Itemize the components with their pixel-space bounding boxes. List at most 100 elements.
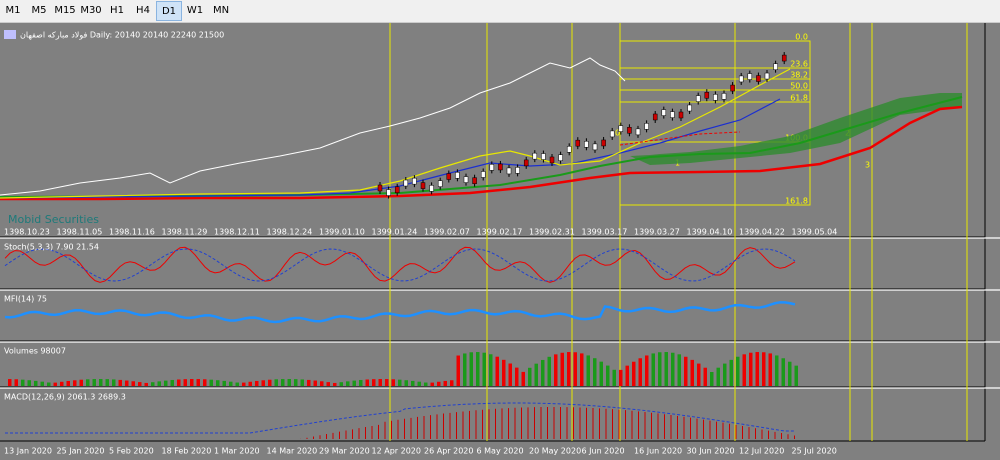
volume-bar xyxy=(372,379,376,386)
volume-bar xyxy=(729,359,733,386)
date-label: 6 Jun 2020 xyxy=(582,447,625,456)
volume-bar xyxy=(716,367,720,386)
volume-bar xyxy=(255,380,259,386)
candle-body xyxy=(532,152,538,160)
candle-body xyxy=(695,95,701,102)
candle-body xyxy=(463,176,469,183)
candle-body xyxy=(618,125,624,132)
volume-bar xyxy=(203,379,207,386)
volume-bar xyxy=(287,379,291,386)
candle-body xyxy=(437,180,443,187)
candle-body xyxy=(455,172,460,179)
volume-bar xyxy=(99,379,103,386)
volume-bar xyxy=(112,379,116,386)
candle-body xyxy=(566,146,572,153)
volume-bar xyxy=(482,352,486,386)
volume-bar xyxy=(235,382,239,386)
candle-body xyxy=(429,185,434,192)
volume-bar xyxy=(34,380,38,386)
volume-bar xyxy=(352,380,356,386)
wave-label: 0 xyxy=(615,129,620,138)
volume-bar xyxy=(781,358,785,386)
timeframe-button[interactable]: H1 xyxy=(110,5,124,16)
persian-date: 1398.12.11 xyxy=(214,228,260,237)
volume-bar xyxy=(138,382,142,386)
stoch-signal xyxy=(4,248,796,282)
candle-body xyxy=(704,91,710,99)
persian-date: 1399.02.31 xyxy=(529,228,575,237)
volume-bar xyxy=(73,380,77,386)
volume-bar xyxy=(411,380,415,386)
volume-bar xyxy=(469,352,473,386)
volume-bar xyxy=(385,379,389,386)
timeframe-button[interactable]: M30 xyxy=(80,5,102,16)
volume-bar xyxy=(625,365,629,386)
volume-bar xyxy=(144,382,148,386)
volume-bar xyxy=(573,352,577,386)
volume-bar xyxy=(60,381,64,386)
date-label: 29 Mar 2020 xyxy=(319,447,370,456)
candle-body xyxy=(627,127,632,134)
volume-bar xyxy=(697,363,701,386)
candle-body xyxy=(670,111,675,118)
volume-bar xyxy=(27,380,31,386)
timeframe-button[interactable]: M1 xyxy=(5,5,21,16)
fib-label: 0.0 xyxy=(795,33,808,42)
chart-header: فولاد مبارکه اصفهان Daily: 20140 20140 2… xyxy=(20,31,224,40)
blue-ma xyxy=(0,98,781,199)
volume-bar xyxy=(755,352,759,386)
volume-bar xyxy=(710,371,714,386)
candle-body xyxy=(592,143,598,151)
candle-body xyxy=(386,189,391,196)
volume-bar xyxy=(489,354,493,386)
ichimoku-cloud xyxy=(630,93,962,165)
date-label: 25 Jan 2020 xyxy=(57,447,105,456)
volume-bar xyxy=(749,352,753,386)
volume-bar xyxy=(606,365,610,386)
candle-body xyxy=(489,164,495,171)
timeframe-button[interactable]: MN xyxy=(212,5,230,16)
volume-bar xyxy=(53,382,57,386)
volume-bar xyxy=(391,379,395,386)
timeframe-toolbar: M1 M5 M15 M30 H1 H4 D1 W1 MN xyxy=(0,0,1000,23)
volume-bar xyxy=(703,367,707,386)
candle-body xyxy=(609,130,615,138)
volumes-label: Volumes 98007 xyxy=(4,347,66,356)
persian-date: 1398.11.05 xyxy=(57,228,103,237)
timeframe-button[interactable]: D1 xyxy=(156,1,182,21)
volume-bar xyxy=(21,379,25,386)
volume-bar xyxy=(593,358,597,386)
volume-bar xyxy=(443,380,447,386)
volume-bar xyxy=(261,380,265,386)
timeframe-button[interactable]: M15 xyxy=(54,5,76,16)
candle-body xyxy=(601,139,606,147)
dashed-projection xyxy=(619,131,741,146)
volume-bar xyxy=(677,354,681,386)
volume-bar xyxy=(274,379,278,386)
candle-body xyxy=(541,153,546,160)
timeframe-button[interactable]: H4 xyxy=(136,5,150,16)
persian-date: 1399.01.24 xyxy=(372,228,418,237)
volume-bar xyxy=(40,381,44,386)
date-label: 30 Jun 2020 xyxy=(687,447,735,456)
volume-bar xyxy=(365,379,369,386)
timeframe-button[interactable]: W1 xyxy=(186,5,204,16)
volume-bar xyxy=(209,379,213,386)
volume-bar xyxy=(190,379,194,386)
volume-bar xyxy=(300,379,304,386)
volume-bar xyxy=(404,380,408,386)
candle-body xyxy=(403,179,409,187)
date-label: 6 May 2020 xyxy=(477,447,524,456)
volume-bar xyxy=(131,381,135,386)
volume-bar xyxy=(229,381,233,386)
volume-bar xyxy=(242,382,246,386)
volume-bar xyxy=(690,359,694,386)
volume-bar xyxy=(359,379,363,386)
volume-bar xyxy=(86,379,90,386)
volume-bar xyxy=(417,381,421,386)
volume-bar xyxy=(196,379,200,386)
timeframe-button[interactable]: M5 xyxy=(31,5,47,16)
persian-date: 1398.10.23 xyxy=(4,228,50,237)
volume-bars xyxy=(8,352,798,386)
